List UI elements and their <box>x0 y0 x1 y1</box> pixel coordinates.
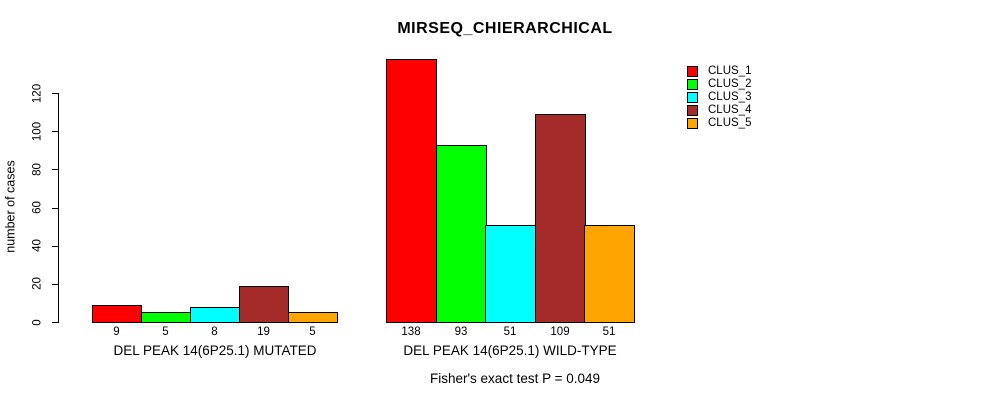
bar-value-label: 93 <box>454 326 468 338</box>
y-tick-mark <box>52 131 58 132</box>
y-tick-label: 40 <box>31 239 44 252</box>
y-tick-label: 80 <box>31 163 44 176</box>
y-axis-label: number of cases <box>3 160 18 253</box>
y-tick-label: 20 <box>31 277 44 290</box>
bar-value-label: 8 <box>211 326 218 338</box>
bar-value-label: 51 <box>503 326 517 338</box>
y-tick-mark <box>52 284 58 285</box>
bar-value-label: 19 <box>257 326 270 338</box>
bar-clus_5-group2 <box>584 225 635 323</box>
legend-swatch-clus_5 <box>687 118 698 129</box>
legend-swatch-clus_1 <box>687 66 698 77</box>
bar-clus_3-group2 <box>485 225 536 323</box>
bar-clus_1-group2 <box>386 59 437 323</box>
footnote-fisher-test: Fisher's exact test P = 0.049 <box>429 371 601 386</box>
y-tick-mark <box>52 322 58 323</box>
bar-clus_1-group1 <box>92 305 142 323</box>
bar-clus_3-group1 <box>190 307 240 323</box>
legend-label-clus_5: CLUS_5 <box>708 117 752 129</box>
bar-clus_2-group2 <box>436 145 487 323</box>
legend-label-clus_1: CLUS_1 <box>708 65 752 77</box>
bar-value-label: 9 <box>113 326 120 338</box>
x-group-label-2: DEL PEAK 14(6P25.1) WILD-TYPE <box>403 343 617 358</box>
bar-clus_5-group1 <box>288 312 338 323</box>
y-tick-label: 0 <box>31 319 44 326</box>
y-tick-mark <box>52 246 58 247</box>
legend-label-clus_2: CLUS_2 <box>708 78 752 90</box>
legend-label-clus_3: CLUS_3 <box>708 91 752 103</box>
legend-label-clus_4: CLUS_4 <box>708 104 752 116</box>
legend-swatch-clus_3 <box>687 92 698 103</box>
bar-value-label: 109 <box>550 326 570 338</box>
x-group-label-1: DEL PEAK 14(6P25.1) MUTATED <box>113 343 317 358</box>
bar-clus_4-group2 <box>535 114 586 323</box>
bar-clus_2-group1 <box>141 312 191 323</box>
bar-value-label: 5 <box>162 326 169 338</box>
bar-value-label: 138 <box>401 326 421 338</box>
bar-value-label: 51 <box>602 326 616 338</box>
legend-swatch-clus_2 <box>687 79 698 90</box>
legend-swatch-clus_4 <box>687 105 698 116</box>
y-tick-label: 100 <box>31 121 44 142</box>
y-axis-line <box>58 93 59 323</box>
y-tick-label: 120 <box>31 83 44 104</box>
bar-clus_4-group1 <box>239 286 289 323</box>
y-tick-mark <box>52 93 58 94</box>
y-tick-mark <box>52 169 58 170</box>
bar-value-label: 5 <box>309 326 316 338</box>
y-tick-label: 60 <box>31 201 44 214</box>
y-tick-mark <box>52 208 58 209</box>
chart-title: MIRSEQ_CHIERARCHICAL <box>397 20 613 37</box>
